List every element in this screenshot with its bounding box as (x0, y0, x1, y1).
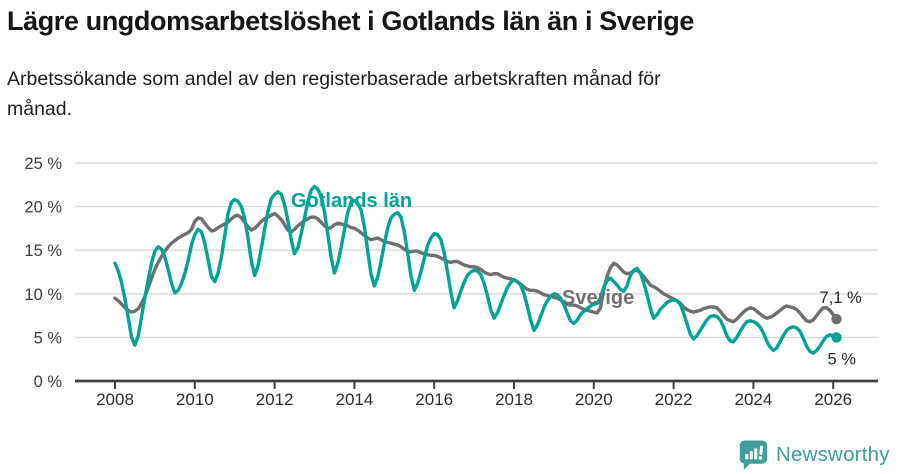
x-tick-label: 2010 (176, 390, 214, 409)
x-tick-label: 2026 (814, 390, 852, 409)
newsworthy-brand-text: Newsworthy (776, 443, 890, 466)
y-tick-label: 15 % (24, 242, 62, 260)
page-title: Lägre ungdomsarbetslöshet i Gotlands län… (7, 6, 694, 36)
end-dot-sverige (831, 313, 842, 325)
series-line-sverige (113, 211, 839, 324)
y-tick-label: 10 % (24, 286, 62, 304)
series-line-gotlands-l-n (113, 184, 839, 355)
x-tick-label: 2022 (655, 390, 693, 409)
end-value-label-sverige: 7,1 % (820, 289, 863, 307)
y-tick-label: 25 % (24, 155, 62, 173)
end-dot-gotlands-l-n (831, 332, 842, 343)
series-label-gotlands-l-n: Gotlands län (291, 190, 412, 212)
x-tick-label: 2012 (256, 390, 294, 409)
x-tick-label: 2008 (96, 390, 134, 409)
x-tick-label: 2014 (335, 390, 373, 409)
x-tick-label: 2016 (415, 390, 453, 409)
end-value-label-gotlands-l-n: 5 % (828, 350, 857, 368)
y-tick-label: 5 % (34, 329, 63, 347)
newsworthy-brand-link[interactable]: Newsworthy (738, 439, 890, 471)
y-tick-label: 20 % (24, 199, 62, 217)
y-tick-label: 0 % (34, 373, 63, 391)
series-label-sverige: Sverige (562, 287, 634, 309)
x-tick-label: 2020 (575, 390, 613, 409)
x-tick-label: 2018 (495, 390, 533, 409)
x-tick-label: 2024 (734, 390, 772, 409)
newsworthy-logo-icon (739, 440, 768, 470)
chart-subtitle: Arbetssökande som andel av den registerb… (7, 68, 661, 121)
